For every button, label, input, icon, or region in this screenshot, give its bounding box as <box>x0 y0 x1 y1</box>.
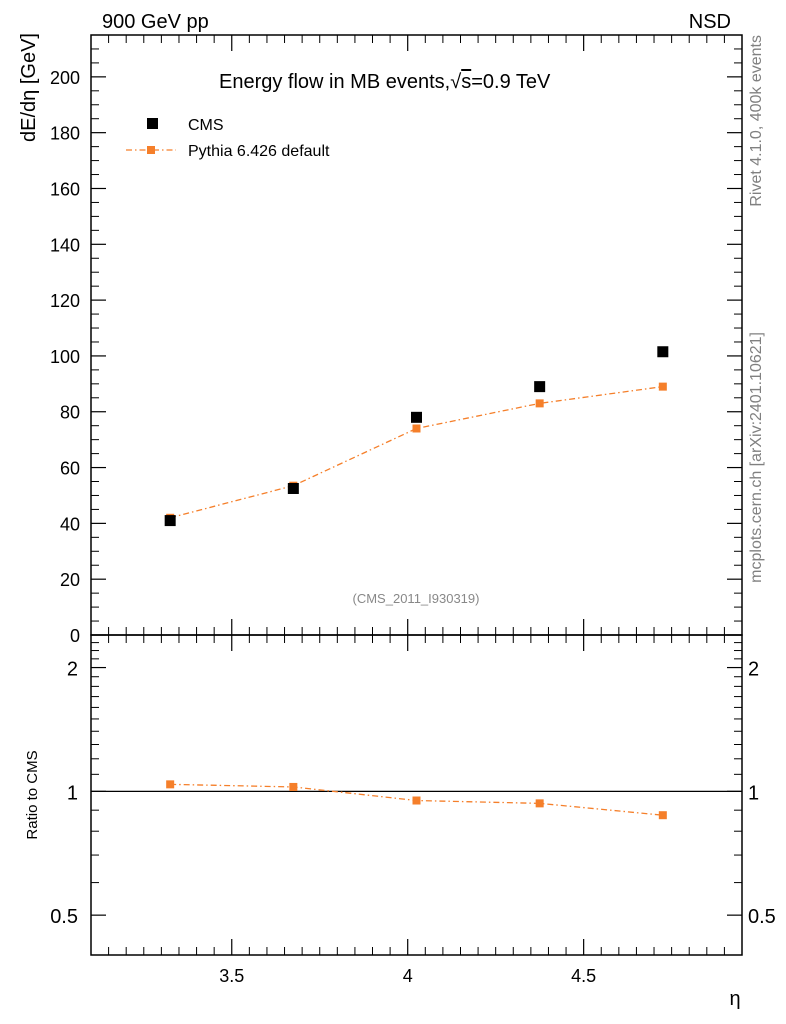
main-y-tick-label: 120 <box>50 291 80 311</box>
main-y-axis-label: dE/dη [GeV] <box>18 33 40 142</box>
pythia-ratio-point <box>166 780 175 789</box>
main-x-ticks <box>90 35 743 635</box>
header-right: NSD <box>689 11 731 33</box>
cms-point <box>287 482 299 494</box>
main-y-tick-label: 40 <box>60 514 80 534</box>
main-panel: 0 20 40 60 80 100 120 140 160 180 200 Energy flow … <box>18 33 743 646</box>
ratio-y-ticks: 0.5 0.5 1 1 2 2 <box>50 634 776 956</box>
main-y-tick-label: 60 <box>60 459 80 479</box>
analysis-watermark: (CMS_2011_I930319) <box>353 591 480 606</box>
pythia-point <box>412 424 421 433</box>
ratio-x-ticks: 3.5 4 4.5 <box>90 635 743 986</box>
pythia-ratio-point <box>658 811 667 820</box>
main-y-tick-label: 80 <box>60 403 80 423</box>
chart-title: Energy flow in MB events,√s=0.9 TeV <box>219 71 551 93</box>
main-series-lines <box>170 385 663 519</box>
main-y-tick-label: 20 <box>60 570 80 590</box>
main-y-tick-label: 160 <box>50 179 80 199</box>
main-y-tick-label: 140 <box>50 235 80 255</box>
ratio-frame <box>90 634 743 956</box>
header-left: 900 GeV pp <box>102 11 209 33</box>
ratio-y-tick-label-right: 2 <box>748 659 759 681</box>
ratio-y-tick-label-left: 1 <box>67 782 78 804</box>
pythia-ratio-point <box>289 782 298 791</box>
main-y-tick-label: 200 <box>50 68 80 88</box>
ratio-series-markers <box>166 780 667 820</box>
ratio-y-tick-label-right: 0.5 <box>748 906 776 928</box>
chart-title-suffix: =0.9 TeV <box>471 71 551 93</box>
side-text-top: Rivet 4.1.0, 400k events <box>748 35 765 207</box>
main-y-ticks: 0 20 40 60 80 100 120 140 160 180 200 <box>50 34 742 646</box>
x-tick-label: 4.5 <box>571 966 596 986</box>
main-y-tick-label: 100 <box>50 347 80 367</box>
ratio-y-axis-label: Ratio to CMS <box>24 750 41 839</box>
cms-point <box>411 411 422 423</box>
cms-point <box>657 346 669 358</box>
ratio-y-tick-label-right: 1 <box>748 782 759 804</box>
legend-pythia-label: Pythia 6.426 default <box>188 143 330 160</box>
chart-title-prefix: Energy flow in MB events, <box>219 71 450 93</box>
chart-title-sqrt: √ <box>450 71 461 93</box>
side-text-bottom: mcplots.cern.ch [arXiv:2401.10621] <box>748 332 765 583</box>
ratio-y-tick-label-left: 2 <box>67 659 78 681</box>
pythia-point <box>535 399 544 408</box>
cms-point <box>164 515 176 527</box>
legend-cms-label: CMS <box>188 117 224 134</box>
legend: CMS Pythia 6.426 default <box>126 117 330 160</box>
chart-title-s: s <box>461 71 471 93</box>
x-tick-label: 3.5 <box>219 966 244 986</box>
pythia-ratio-point <box>535 799 544 808</box>
cms-point <box>534 381 546 393</box>
pythia-series-line <box>170 385 663 519</box>
pythia-point <box>658 382 667 391</box>
ratio-panel: 0.5 0.5 1 1 2 2 3.5 4 4.5 Ratio to CMS <box>24 634 776 986</box>
x-tick-label: 4 <box>403 966 413 986</box>
main-y-tick-label: 180 <box>50 124 80 144</box>
main-series-markers <box>164 346 669 527</box>
ratio-y-tick-label-left: 0.5 <box>50 906 78 928</box>
main-y-tick-label: 0 <box>70 626 80 646</box>
legend-cms-marker <box>147 118 158 129</box>
x-axis-label: η <box>729 988 740 1010</box>
pythia-ratio-point <box>412 796 421 805</box>
legend-pythia-marker <box>147 146 155 154</box>
